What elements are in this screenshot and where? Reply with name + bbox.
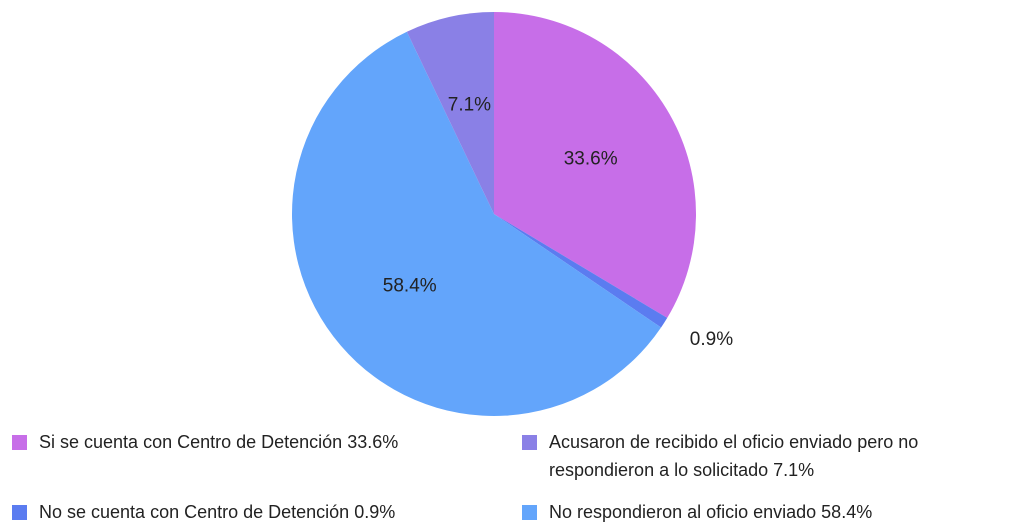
- data-label: 0.9%: [690, 329, 733, 350]
- data-label: 33.6%: [564, 148, 618, 169]
- pie-slice: [494, 214, 668, 328]
- legend-swatch: [522, 435, 537, 450]
- legend-label: No respondieron al oficio enviado 58.4%: [549, 502, 873, 522]
- legend-item: Acusaron de recibido el oficio enviado p…: [522, 428, 982, 484]
- legend-item: Si se cuenta con Centro de Detención 33.…: [12, 428, 482, 456]
- pie-slice: [291, 31, 662, 417]
- legend-label: Si se cuenta con Centro de Detención 33.…: [39, 432, 399, 452]
- pie-slice: [494, 12, 696, 318]
- data-label: 7.1%: [448, 95, 491, 116]
- chart: 33.6% 0.9% 58.4% 7.1%: [291, 12, 733, 417]
- data-label: 58.4%: [383, 275, 437, 296]
- legend-item: No se cuenta con Centro de Detención 0.9…: [12, 498, 482, 526]
- legend-label: No se cuenta con Centro de Detención 0.9…: [39, 502, 396, 522]
- pie-slice: [406, 12, 494, 214]
- legend-item: No respondieron al oficio enviado 58.4%: [522, 498, 982, 526]
- legend-label: Acusaron de recibido el oficio enviado p…: [549, 432, 919, 480]
- legend-swatch: [12, 435, 27, 450]
- legend-swatch: [12, 505, 27, 520]
- legend-swatch: [522, 505, 537, 520]
